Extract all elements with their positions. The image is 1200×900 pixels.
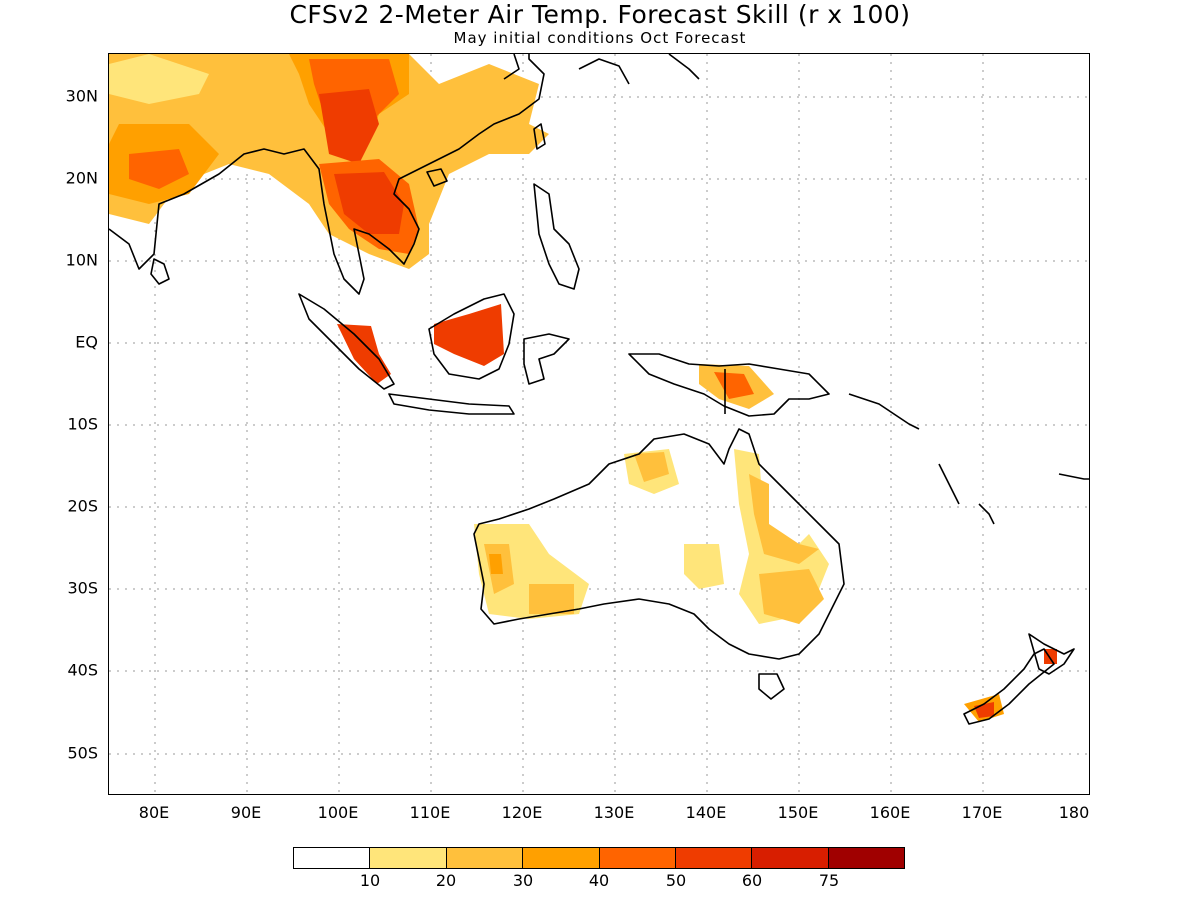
colorbar-swatch [675,848,753,868]
colorbar-swatch [446,848,524,868]
colorbar-label: 60 [741,871,763,890]
colorbar-swatch [370,848,447,868]
map-canvas [109,54,1089,794]
lat-label-40s: 40S [67,660,98,680]
colorbar-label: 20 [435,871,457,890]
coastlines [109,54,1089,725]
colorbar [293,847,905,869]
lat-label-30s: 30S [67,578,98,598]
lon-label-100e: 100E [317,803,359,822]
colorbar-label: 50 [665,871,687,890]
lat-label-10s: 10S [67,414,98,434]
colorbar-swatch [752,848,829,868]
lat-label-30n: 30N [65,86,98,106]
lon-label-80e: 80E [138,803,170,822]
lat-label-50s: 50S [67,743,98,763]
colorbar-label: 75 [818,871,840,890]
colorbar-swatch [599,848,676,868]
lat-label-eq: EQ [75,332,98,352]
colorbar-swatch [294,848,371,868]
lon-label-120e: 120E [501,803,543,822]
lon-label-130e: 130E [593,803,635,822]
colorbar-swatch [828,848,904,868]
lon-label-160e: 160E [869,803,911,822]
colorbar-label: 10 [359,871,381,890]
colorbar-label: 30 [512,871,534,890]
colorbar-swatch [523,848,600,868]
lon-label-150e: 150E [777,803,819,822]
lon-label-170e: 170E [961,803,1003,822]
colorbar-label: 40 [588,871,610,890]
lat-label-20n: 20N [65,168,98,188]
lon-label-180: 180 [1058,803,1090,822]
map-title: CFSv2 2-Meter Air Temp. Forecast Skill (… [289,0,911,29]
skill-shading [109,54,1057,722]
map-panel [108,53,1090,795]
lon-label-90e: 90E [230,803,262,822]
lat-label-20s: 20S [67,496,98,516]
lon-label-110e: 110E [409,803,451,822]
lat-label-10n: 10N [65,250,98,270]
map-subtitle: May initial conditions Oct Forecast [453,29,747,47]
lon-label-140e: 140E [685,803,727,822]
